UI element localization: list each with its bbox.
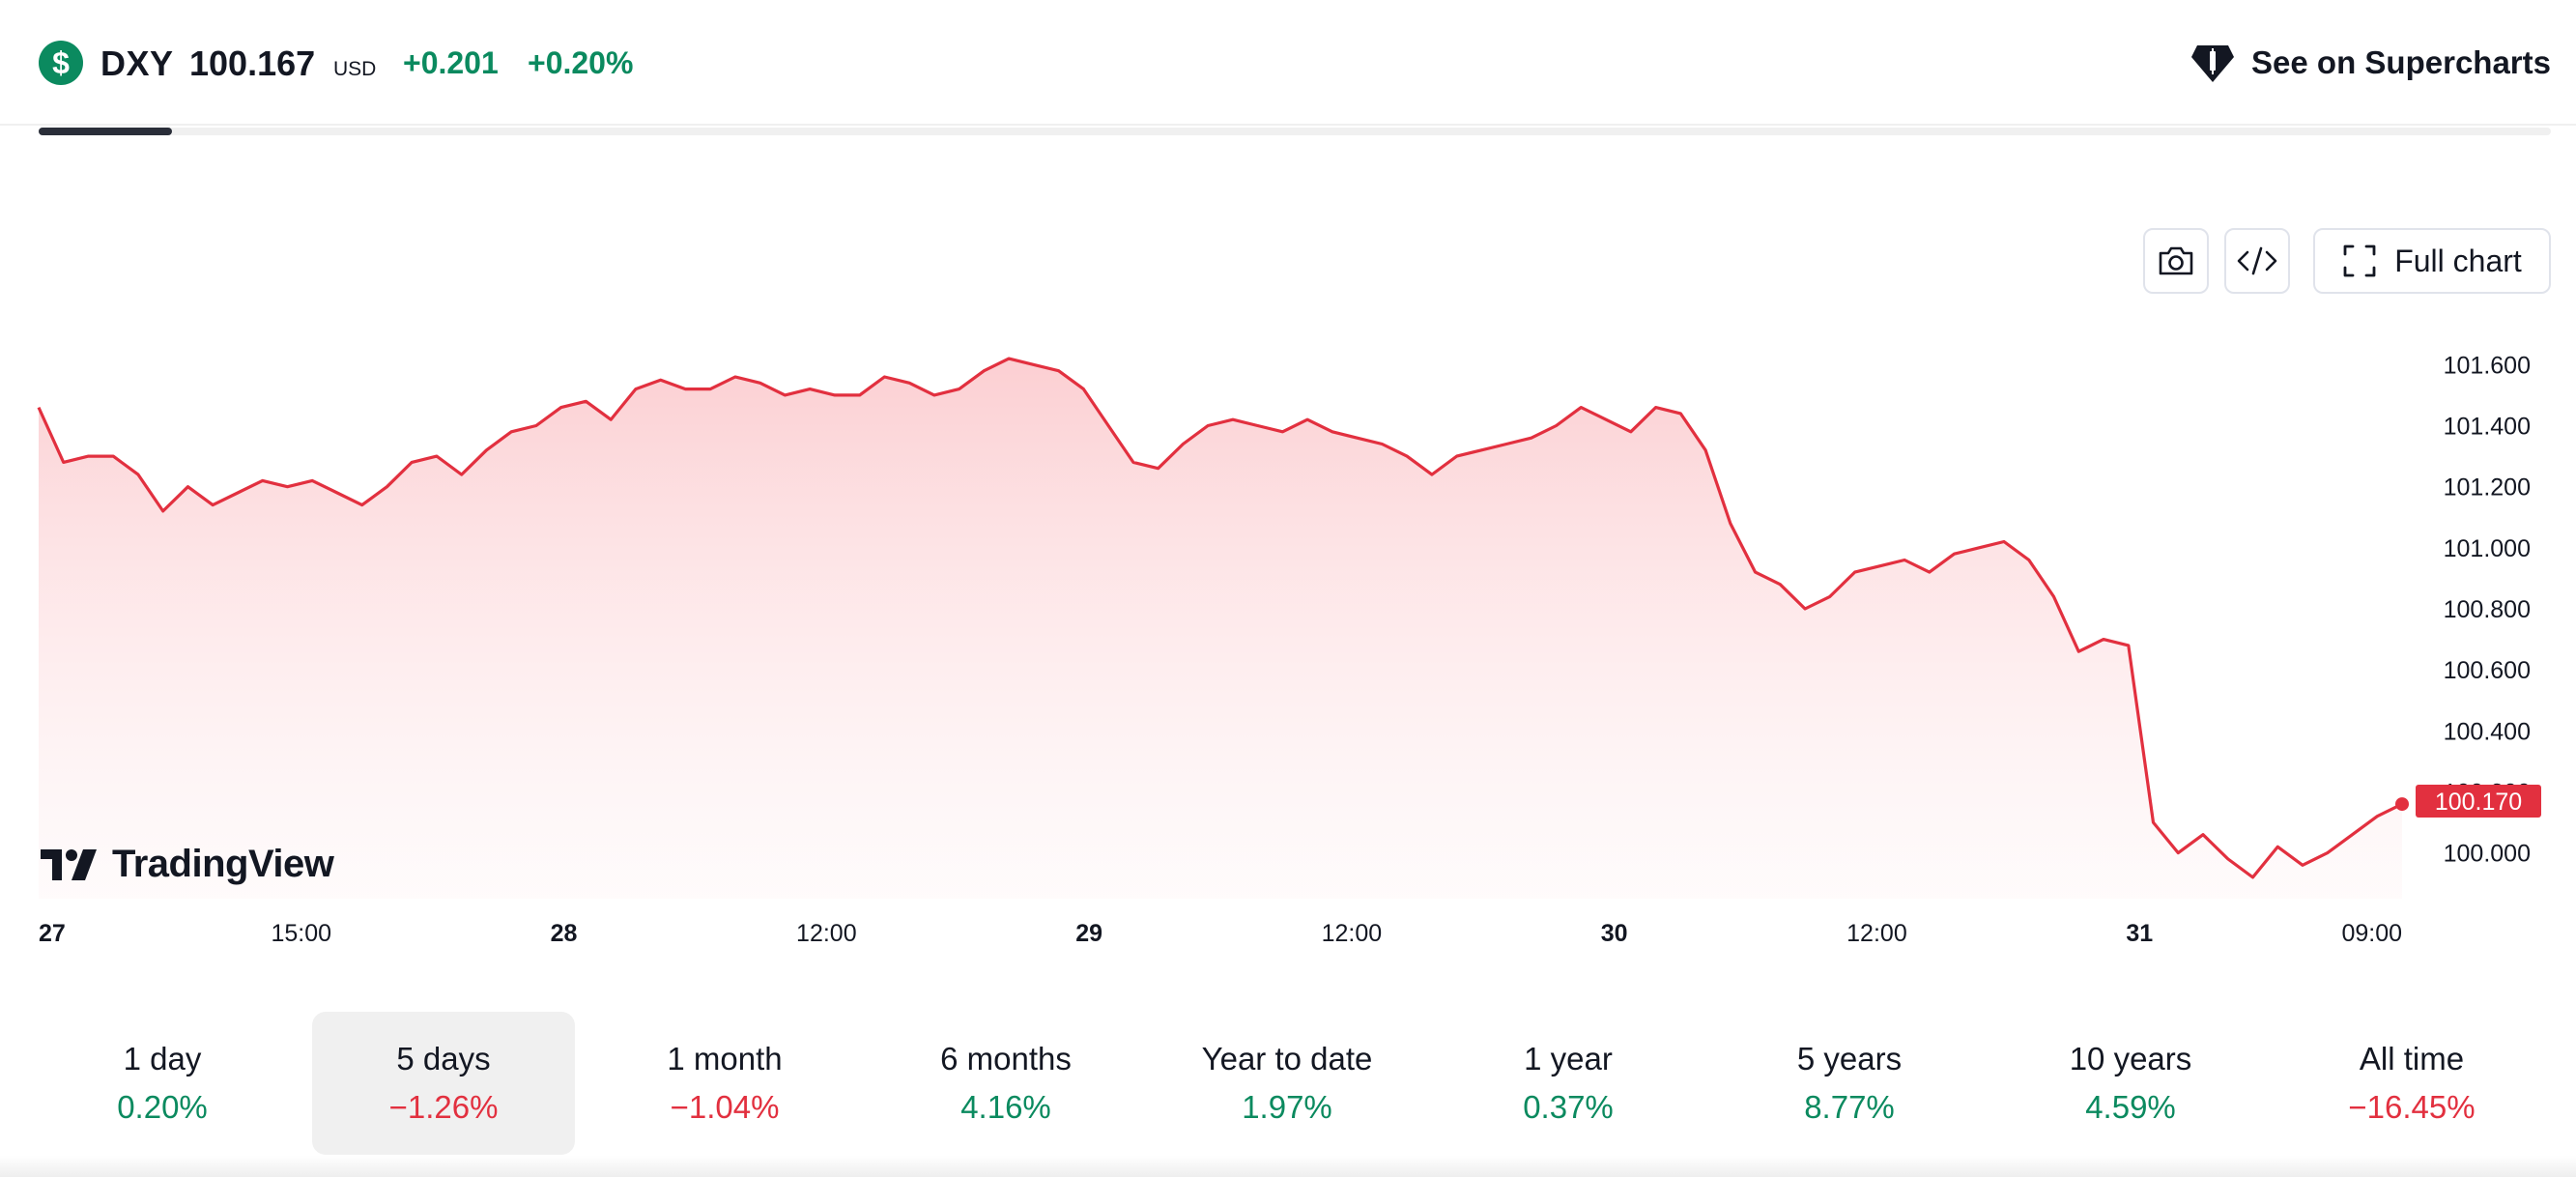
y-tick-label: 100.000 xyxy=(2444,841,2531,868)
camera-icon xyxy=(2159,246,2193,275)
full-chart-button[interactable]: Full chart xyxy=(2313,228,2551,294)
period-tabs: 1 day 0.20% 5 days −1.26% 1 month −1.04% 6 mon… xyxy=(31,1012,2543,1157)
y-tick-label: 101.400 xyxy=(2444,414,2531,441)
code-icon xyxy=(2237,246,2277,275)
embed-code-button[interactable] xyxy=(2224,228,2290,294)
last-value-badge xyxy=(2416,784,2541,818)
period-change: 0.20% xyxy=(117,1089,208,1125)
period-label: 10 years xyxy=(2069,1041,2192,1077)
period-change: 4.59% xyxy=(2085,1089,2176,1125)
period-tab-1-day[interactable]: 1 day 0.20% xyxy=(31,1012,294,1155)
x-tick-label: 31 xyxy=(2126,920,2153,947)
period-change: −1.04% xyxy=(670,1089,780,1125)
y-tick-label: 101.000 xyxy=(2444,535,2531,562)
x-tick-label: 15:00 xyxy=(271,920,331,947)
x-tick-label: 09:00 xyxy=(2341,920,2402,947)
tradingview-logo-icon xyxy=(41,848,97,880)
bottom-shadow xyxy=(0,1156,2576,1177)
currency-label: USD xyxy=(333,58,377,80)
x-tick-label: 27 xyxy=(39,920,66,947)
x-tick-label: 12:00 xyxy=(1846,920,1907,947)
period-tab-1-year[interactable]: 1 year 0.37% xyxy=(1437,1012,1700,1155)
period-tab-10-years[interactable]: 10 years 4.59% xyxy=(1999,1012,2262,1155)
period-label: 1 month xyxy=(667,1041,783,1077)
x-tick-label: 29 xyxy=(1075,920,1102,947)
y-tick-label: 100.600 xyxy=(2444,657,2531,684)
period-tab-5-years[interactable]: 5 years 8.77% xyxy=(1718,1012,1981,1155)
period-change: 1.97% xyxy=(1242,1089,1332,1125)
tradingview-logo-text: TradingView xyxy=(112,843,334,885)
x-axis: 27 15:00 28 12:00 29 12:00 30 12:00 31 09:00 xyxy=(39,920,2402,947)
x-tick-label: 28 xyxy=(551,920,578,947)
last-price: 100.167 xyxy=(189,43,316,83)
range-progress-track xyxy=(39,128,2551,135)
period-tab-5-days[interactable]: 5 days −1.26% xyxy=(312,1012,575,1155)
symbol-name[interactable]: DXY xyxy=(100,43,174,83)
period-tab-year-to-date[interactable]: Year to date 1.97% xyxy=(1156,1012,1418,1155)
y-tick-label: 101.200 xyxy=(2444,474,2531,502)
period-label: All time xyxy=(2359,1041,2465,1077)
y-tick-label: 101.600 xyxy=(2444,352,2531,379)
dollar-icon: $ xyxy=(39,41,83,85)
see-on-supercharts-link[interactable]: See on Supercharts xyxy=(2190,39,2551,87)
price-line xyxy=(37,357,2403,879)
period-label: 5 days xyxy=(396,1041,491,1077)
period-change: 4.16% xyxy=(960,1089,1051,1125)
area-fill xyxy=(39,359,2402,900)
period-tab-6-months[interactable]: 6 months 4.16% xyxy=(874,1012,1137,1155)
period-label: 6 months xyxy=(940,1041,1072,1077)
period-tab-1-month[interactable]: 1 month −1.04% xyxy=(593,1012,856,1155)
price-change-percent: +0.20% xyxy=(528,45,634,80)
supercharts-icon xyxy=(2191,45,2235,82)
tradingview-logo: TradingView xyxy=(41,843,334,886)
price-chart[interactable]: 101.600 101.400 101.200 101.000 100.800 100.6… xyxy=(0,319,2576,957)
x-tick-label: 30 xyxy=(1601,920,1628,947)
last-value-label: 100.170 xyxy=(2435,789,2522,816)
period-label: Year to date xyxy=(1201,1041,1373,1077)
period-label: 5 years xyxy=(1796,1041,1903,1077)
last-value-marker: 100.170 xyxy=(2395,784,2541,818)
x-tick-label: 12:00 xyxy=(1322,920,1383,947)
price-change: +0.201 xyxy=(403,45,499,80)
supercharts-label: See on Supercharts xyxy=(2251,44,2551,80)
screenshot-button[interactable] xyxy=(2143,228,2209,294)
fullscreen-icon xyxy=(2343,244,2376,277)
period-change: 0.37% xyxy=(1523,1089,1614,1125)
symbol-header: $ DXY 100.167 USD +0.201 +0.20% See on S… xyxy=(0,0,2576,126)
period-tab-all-time[interactable]: All time −16.45% xyxy=(2280,1012,2543,1155)
y-tick-label: 100.400 xyxy=(2444,718,2531,745)
last-value-dot xyxy=(2395,797,2409,812)
period-change: −16.45% xyxy=(2348,1089,2476,1125)
period-change: 8.77% xyxy=(1804,1089,1895,1125)
range-progress-fill xyxy=(39,128,172,135)
period-change: −1.26% xyxy=(388,1089,499,1125)
full-chart-label: Full chart xyxy=(2394,243,2522,278)
x-tick-label: 12:00 xyxy=(796,920,857,947)
y-tick-label: 100.800 xyxy=(2444,596,2531,623)
period-label: 1 year xyxy=(1524,1041,1613,1077)
period-label: 1 day xyxy=(123,1041,202,1077)
